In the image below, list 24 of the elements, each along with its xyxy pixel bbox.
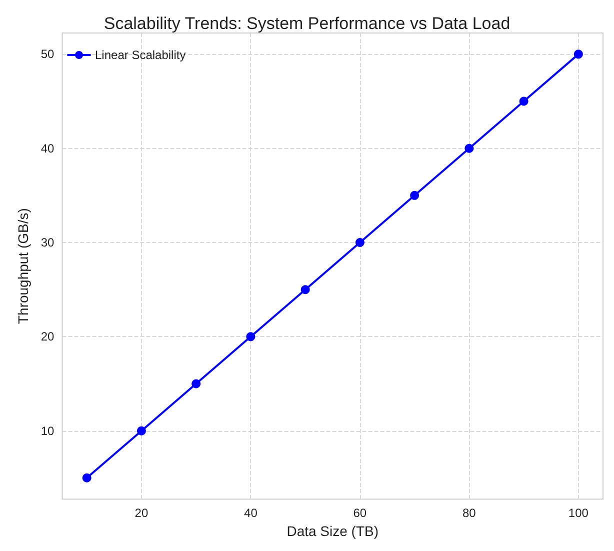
point: [246, 332, 256, 342]
x-axis-title: Data Size (TB): [286, 523, 379, 539]
y-tick-label: 10: [40, 424, 55, 438]
y-tick-label: 20: [40, 330, 55, 344]
y-tick-label: 50: [40, 47, 55, 62]
point: [519, 96, 528, 106]
point: [355, 238, 364, 248]
x-tick-label: 60: [353, 506, 367, 520]
point: [82, 473, 92, 482]
point: [574, 50, 583, 59]
point: [410, 190, 420, 200]
y-tick-label: 40: [40, 141, 55, 156]
y-axis-title: Throughput (GB/s): [15, 208, 31, 324]
x-tick-label: 100: [568, 506, 589, 520]
x-tick-label: 80: [462, 506, 476, 520]
point: [464, 144, 474, 153]
chart-title: Scalability Trends: System Performance vs Data Load: [104, 14, 510, 33]
point: [300, 285, 310, 294]
y-tick-label: 30: [40, 236, 55, 250]
legend-label: Linear Scalability: [95, 48, 186, 62]
x-tick-label: 20: [134, 506, 148, 520]
point: [136, 426, 146, 436]
point: [192, 379, 201, 388]
x-tick-label: 40: [244, 506, 258, 520]
